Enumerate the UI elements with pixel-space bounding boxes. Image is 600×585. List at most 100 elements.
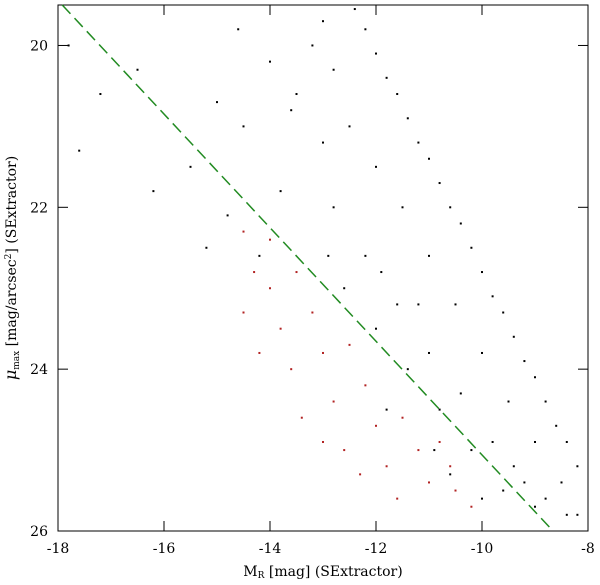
point	[433, 449, 436, 452]
plot-frame	[57, 4, 589, 532]
y-tick-label: 24	[30, 362, 48, 378]
point	[449, 465, 452, 468]
point	[438, 182, 441, 185]
x-axis-label: MR [mag] (SExtractor)	[243, 564, 402, 581]
point	[491, 295, 494, 298]
point	[279, 327, 282, 330]
point	[438, 408, 441, 411]
point	[205, 246, 208, 249]
point	[417, 303, 420, 306]
point	[343, 449, 346, 452]
point	[534, 440, 536, 443]
point	[512, 465, 515, 468]
point	[454, 489, 457, 492]
point	[300, 416, 303, 419]
point	[491, 440, 494, 443]
point	[216, 101, 218, 104]
point	[470, 246, 473, 249]
point	[343, 287, 346, 290]
point	[406, 368, 409, 371]
x-label-sub: R	[258, 571, 265, 581]
point	[385, 76, 388, 79]
point	[534, 376, 536, 379]
y-label-main: μ	[1, 370, 20, 380]
point	[565, 513, 568, 516]
reference-line	[61, 4, 554, 532]
point	[459, 222, 462, 225]
point	[332, 400, 335, 403]
y-tick-label: 26	[30, 524, 48, 540]
x-tick-label: -8	[581, 541, 595, 557]
point	[523, 360, 526, 363]
point	[269, 60, 271, 63]
point	[449, 473, 452, 476]
point	[380, 271, 383, 274]
point	[67, 44, 70, 47]
point	[359, 473, 362, 476]
point	[311, 44, 314, 47]
point	[99, 93, 102, 96]
point	[396, 303, 399, 306]
point	[375, 424, 377, 427]
point	[322, 141, 324, 144]
point	[136, 68, 139, 71]
point	[353, 8, 356, 11]
point	[322, 440, 324, 443]
point	[438, 440, 441, 443]
point	[555, 424, 558, 427]
point	[332, 206, 335, 209]
point	[348, 343, 351, 346]
point	[396, 93, 399, 96]
point	[364, 28, 367, 31]
point	[385, 465, 388, 468]
point	[242, 311, 245, 314]
point	[481, 497, 483, 500]
point	[565, 440, 568, 443]
point	[401, 206, 404, 209]
point	[375, 327, 377, 330]
point	[406, 117, 409, 120]
point	[322, 20, 324, 23]
y-tick-label: 20	[30, 38, 48, 54]
point	[560, 481, 563, 484]
point	[375, 165, 377, 168]
x-tick-label: -16	[153, 541, 176, 557]
point	[459, 392, 462, 395]
point	[332, 68, 335, 71]
point	[78, 149, 81, 152]
point	[152, 190, 155, 193]
x-tick-label: -10	[471, 541, 494, 557]
point	[470, 505, 473, 508]
point	[428, 481, 430, 484]
x-tick-label: -14	[259, 541, 282, 557]
point	[454, 303, 457, 306]
point	[364, 254, 367, 257]
point	[348, 125, 351, 128]
point	[279, 190, 282, 193]
point	[534, 505, 536, 508]
y-label-sub: max	[12, 351, 22, 370]
point	[576, 513, 579, 516]
point	[507, 400, 510, 403]
x-tick-label: -18	[47, 541, 70, 557]
point	[401, 416, 404, 419]
point	[502, 311, 505, 314]
point	[242, 125, 245, 128]
point	[502, 489, 505, 492]
point	[428, 351, 430, 354]
y-label-end: ] (SExtractor)	[4, 156, 20, 254]
y-tick-label: 22	[30, 200, 48, 216]
point	[258, 351, 261, 354]
point	[512, 335, 515, 338]
point	[311, 311, 314, 314]
point	[417, 449, 420, 452]
x-label-rest: [mag] (SExtractor)	[264, 564, 402, 580]
point	[385, 408, 388, 411]
point	[470, 449, 473, 452]
point	[295, 93, 298, 96]
point	[417, 141, 420, 144]
point	[449, 206, 452, 209]
point	[576, 465, 579, 468]
point	[258, 254, 261, 257]
